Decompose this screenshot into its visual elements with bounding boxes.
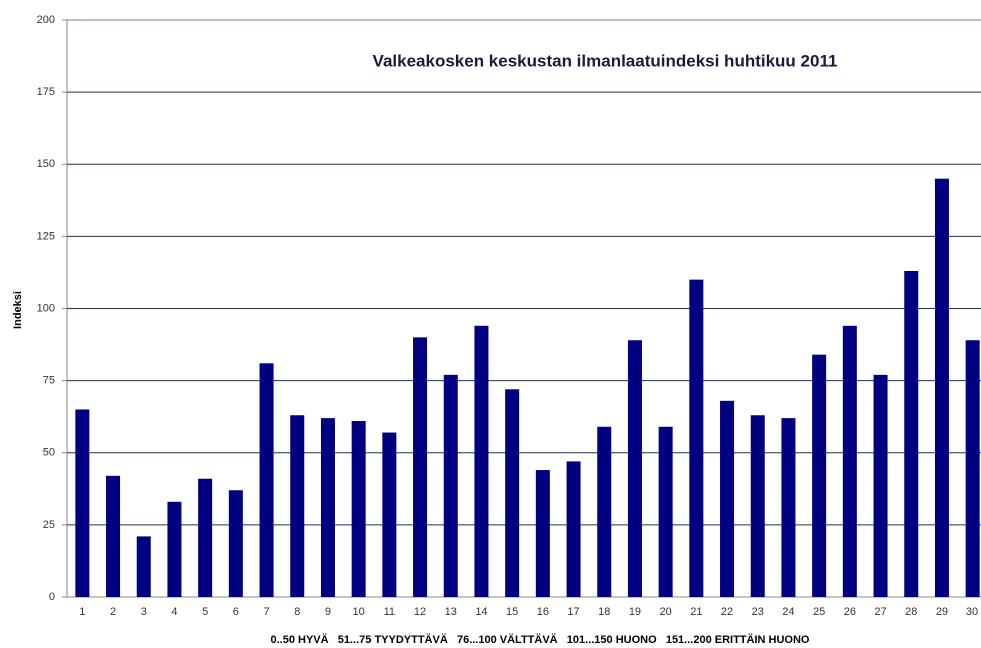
x-tick-label: 11 <box>384 606 395 618</box>
bar <box>259 363 274 597</box>
x-tick-label: 21 <box>690 606 702 618</box>
y-tick-label: 75 <box>43 375 55 387</box>
x-tick-label: 4 <box>171 606 177 618</box>
bar <box>106 475 121 597</box>
y-tick-label: 125 <box>37 230 55 242</box>
x-tick-label: 16 <box>537 606 549 618</box>
bar <box>873 374 888 597</box>
x-tick-label: 14 <box>475 606 487 618</box>
bar <box>658 426 673 597</box>
x-tick-label: 25 <box>813 606 825 618</box>
bar <box>413 337 428 597</box>
x-tick-label: 26 <box>844 606 856 618</box>
bar <box>290 415 305 597</box>
bar <box>75 409 90 597</box>
x-tick-label: 29 <box>936 606 948 618</box>
x-tick-label: 5 <box>202 606 208 618</box>
bar <box>443 374 458 597</box>
bar <box>689 279 704 597</box>
x-tick-label: 30 <box>966 606 978 618</box>
x-tick-label: 17 <box>567 606 579 618</box>
x-tick-label: 15 <box>506 606 518 618</box>
bar <box>566 461 581 597</box>
bar <box>750 415 765 597</box>
bar <box>167 501 182 597</box>
bar <box>505 389 520 597</box>
y-tick-label: 200 <box>37 14 55 26</box>
x-tick-label: 27 <box>874 606 886 618</box>
bar <box>597 426 612 597</box>
x-tick-label: 23 <box>752 606 764 618</box>
bar <box>842 325 857 597</box>
bar <box>474 325 489 597</box>
y-tick-label: 0 <box>49 591 55 603</box>
x-tick-label: 19 <box>629 606 641 618</box>
bar <box>382 432 397 597</box>
y-tick-label: 25 <box>43 519 55 531</box>
x-tick-label: 8 <box>294 606 300 618</box>
y-axis-title: Indeksi <box>12 291 24 329</box>
x-tick-label: 3 <box>141 606 147 618</box>
bar <box>965 340 980 597</box>
chart-title: Valkeakosken keskustan ilmanlaatuindeksi… <box>373 51 838 70</box>
bar <box>934 178 949 598</box>
x-axis-title: 0..50 HYVÄ 51...75 TYYDYTTÄVÄ 76...100 V… <box>271 633 810 646</box>
bar <box>904 270 919 597</box>
x-tick-label: 12 <box>414 606 426 618</box>
bar <box>351 421 366 597</box>
bar <box>812 354 827 597</box>
bar <box>320 418 335 597</box>
bar <box>228 490 243 597</box>
x-tick-label: 18 <box>598 606 610 618</box>
bar <box>136 536 151 597</box>
x-tick-label: 22 <box>721 606 733 618</box>
x-tick-label: 13 <box>445 606 457 618</box>
y-tick-label: 50 <box>43 447 55 459</box>
bar <box>627 340 642 597</box>
x-tick-label: 28 <box>905 606 917 618</box>
x-tick-label: 9 <box>325 606 331 618</box>
bar <box>198 478 213 597</box>
y-tick-label: 100 <box>37 302 55 314</box>
x-tick-label: 24 <box>782 606 794 618</box>
x-tick-label: 6 <box>233 606 239 618</box>
x-tick-label: 1 <box>79 606 85 618</box>
bar <box>720 400 735 597</box>
x-tick-label: 20 <box>660 606 672 618</box>
bar <box>535 470 550 597</box>
bar <box>781 418 796 597</box>
y-tick-label: 150 <box>37 158 55 170</box>
x-tick-label: 2 <box>110 606 116 618</box>
x-tick-label: 7 <box>263 606 269 618</box>
y-tick-label: 175 <box>37 86 55 98</box>
x-tick-label: 10 <box>353 606 365 618</box>
